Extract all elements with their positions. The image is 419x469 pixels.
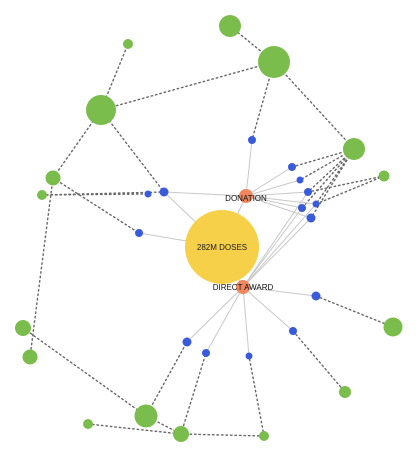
recipient-node-b1[interactable] xyxy=(248,136,256,144)
dotted-link-g6-b10 xyxy=(53,178,139,233)
dotted-link-g4-b8 xyxy=(101,110,164,192)
donor-node-g1[interactable] xyxy=(219,15,241,37)
recipient-node-b9[interactable] xyxy=(145,191,152,198)
link-award-b14 xyxy=(206,287,243,353)
donor-node-g11[interactable] xyxy=(23,350,38,365)
direct-award-label: DIRECT AWARD xyxy=(213,283,274,292)
recipient-node-b7[interactable] xyxy=(307,214,316,223)
recipient-node-b3[interactable] xyxy=(297,177,304,184)
dotted-link-g13-b13 xyxy=(146,342,187,416)
donor-node-g10[interactable] xyxy=(384,318,403,337)
link-award-b13 xyxy=(187,287,243,342)
dotted-link-g6-g11 xyxy=(30,178,53,357)
dotted-link-g8-b9 xyxy=(42,194,148,195)
nodes-layer xyxy=(15,15,403,442)
dotted-link-g3-g4 xyxy=(101,62,274,110)
recipient-node-b8[interactable] xyxy=(160,188,169,197)
donor-node-g16[interactable] xyxy=(259,431,269,441)
link-award-b12 xyxy=(243,287,293,331)
recipient-node-b12[interactable] xyxy=(289,327,297,335)
dotted-link-g15-b14 xyxy=(181,353,206,434)
dotted-link-b12-g12 xyxy=(293,331,345,392)
link-donation-b1 xyxy=(246,140,252,196)
recipient-node-b6[interactable] xyxy=(313,201,320,208)
recipient-node-b10[interactable] xyxy=(135,229,143,237)
recipient-node-b11[interactable] xyxy=(312,292,321,301)
donor-node-g2[interactable] xyxy=(123,39,133,49)
donor-node-g12[interactable] xyxy=(339,386,351,398)
donor-node-g8[interactable] xyxy=(37,190,47,200)
dotted-link-g3-g5 xyxy=(274,62,354,149)
donor-node-g14[interactable] xyxy=(83,419,93,429)
recipient-node-b2[interactable] xyxy=(288,163,296,171)
donor-node-g15[interactable] xyxy=(173,426,189,442)
dotted-link-g15-g16 xyxy=(181,434,264,436)
dotted-link-g16-b15 xyxy=(249,356,264,436)
donation-label: DONATION xyxy=(225,194,267,203)
dotted-link-g9-g13 xyxy=(23,328,146,416)
recipient-node-b5[interactable] xyxy=(298,204,306,212)
donor-node-g5[interactable] xyxy=(343,138,365,160)
donor-node-g4[interactable] xyxy=(86,95,116,125)
recipient-node-b15[interactable] xyxy=(246,353,253,360)
total-doses-label: 282M DOSES xyxy=(197,243,247,252)
recipient-node-b4[interactable] xyxy=(304,188,312,196)
dotted-link-g14-g15 xyxy=(88,424,181,434)
donor-node-g7[interactable] xyxy=(379,171,390,182)
recipient-node-b13[interactable] xyxy=(183,338,192,347)
donor-node-g3[interactable] xyxy=(258,46,290,78)
dotted-link-g7-b4 xyxy=(308,176,384,192)
link-donation-b2 xyxy=(246,167,292,196)
recipient-node-b14[interactable] xyxy=(202,349,210,357)
dotted-link-b11-g10 xyxy=(316,296,393,327)
donor-node-g9[interactable] xyxy=(15,320,31,336)
link-award-b15 xyxy=(243,287,249,356)
donor-node-g13[interactable] xyxy=(135,405,158,428)
donor-node-g6[interactable] xyxy=(46,171,61,186)
